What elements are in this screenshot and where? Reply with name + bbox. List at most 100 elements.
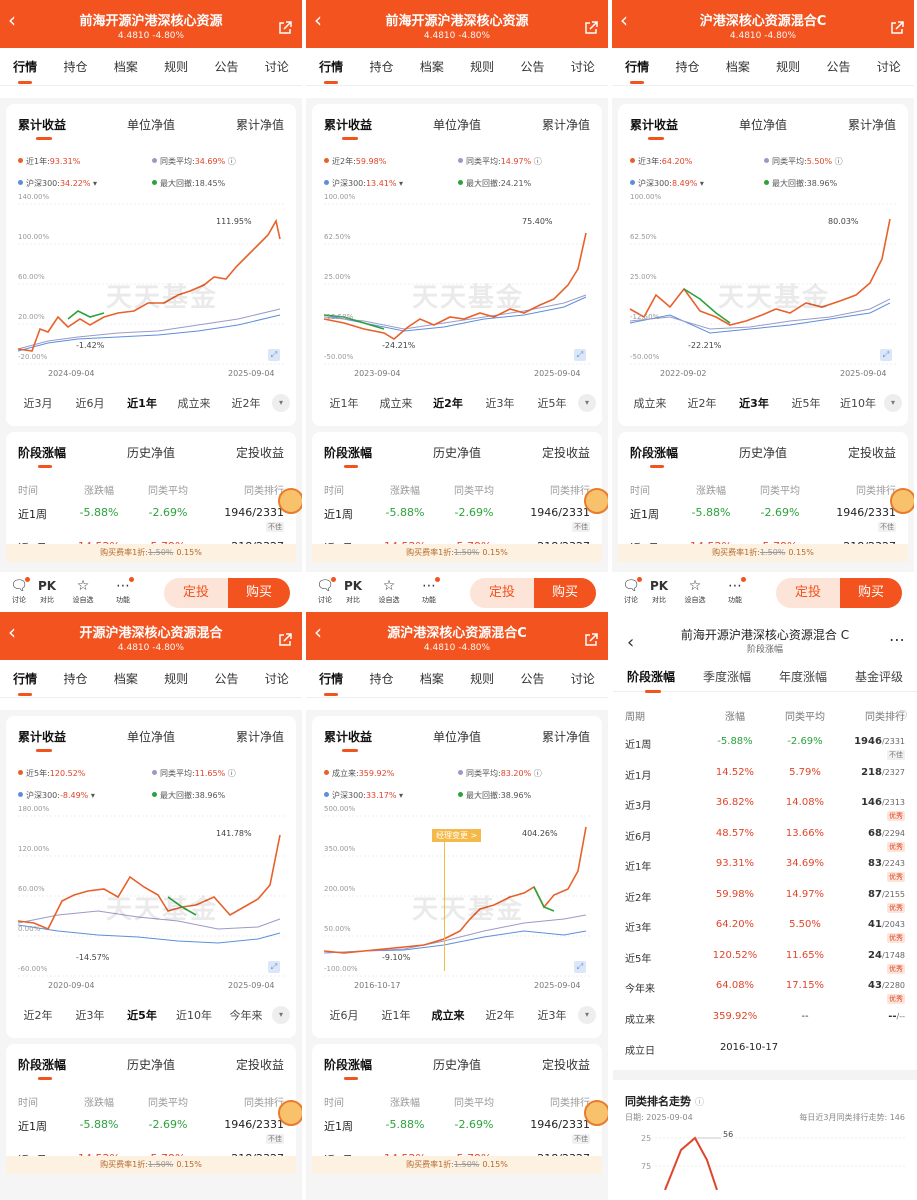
manager-change-label[interactable]: 经理变更 >	[432, 829, 482, 842]
info-icon[interactable]: ⓘ	[832, 157, 843, 166]
info-icon[interactable]: ⓘ	[225, 157, 236, 166]
range-option[interactable]: 近2年	[433, 397, 463, 410]
chart-tab[interactable]: 累计净值	[235, 118, 284, 132]
mascot-icon[interactable]	[278, 488, 302, 514]
range-option[interactable]: 近3年	[537, 1009, 567, 1022]
mascot-icon[interactable]	[278, 1100, 302, 1126]
buy-button[interactable]: 购买	[534, 578, 596, 608]
stage-tab[interactable]: 阶段涨幅	[630, 446, 679, 468]
nav-tab[interactable]: 档案	[419, 60, 444, 74]
discuss-button[interactable]: 🗨 讨论	[312, 577, 338, 605]
nav-tab[interactable]: 行情	[13, 672, 38, 696]
range-option[interactable]: 近3年	[75, 1009, 105, 1022]
range-option[interactable]: 成立来	[431, 1009, 465, 1022]
func-button[interactable]: ⋯ 功能	[722, 577, 748, 605]
range-option[interactable]: 近3月	[23, 397, 53, 410]
fav-button[interactable]: ☆ 设自选	[682, 577, 708, 605]
nav-tab[interactable]: 行情	[319, 60, 344, 84]
legend-hs300[interactable]: 沪深300:-8.49% ▾	[18, 790, 95, 801]
nav-tab[interactable]: 讨论	[876, 60, 901, 74]
range-option[interactable]: 近6月	[329, 1009, 359, 1022]
dingtou-button[interactable]: 定投	[164, 578, 228, 608]
info-icon[interactable]: ⓘ	[531, 769, 542, 778]
nav-tab[interactable]: 讨论	[570, 60, 595, 74]
info-icon[interactable]: ⓘ	[897, 711, 907, 721]
nav-tab[interactable]: 持仓	[63, 60, 88, 74]
chart-tab[interactable]: 单位净值	[432, 730, 481, 744]
range-option[interactable]: 近2年	[231, 397, 261, 410]
detail-tab[interactable]: 阶段涨幅	[626, 670, 675, 693]
nav-tab[interactable]: 持仓	[369, 60, 394, 74]
legend-hs300[interactable]: 沪深300:34.22% ▾	[18, 178, 97, 189]
stage-tab[interactable]: 阶段涨幅	[18, 446, 67, 468]
share-icon[interactable]	[890, 20, 904, 34]
chart-tab[interactable]: 累计收益	[324, 118, 373, 140]
expand-icon[interactable]: ⤢	[574, 961, 586, 973]
nav-tab[interactable]: 持仓	[369, 672, 394, 686]
dingtou-button[interactable]: 定投	[776, 578, 840, 608]
chevron-down-icon[interactable]: ▾	[884, 394, 902, 412]
nav-tab[interactable]: 行情	[13, 60, 38, 84]
range-option[interactable]: 近3年	[739, 397, 769, 410]
range-option[interactable]: 今年来	[229, 1009, 263, 1022]
legend-hs300[interactable]: 沪深300:33.17% ▾	[324, 790, 403, 801]
stage-tab[interactable]: 阶段涨幅	[324, 446, 373, 468]
mascot-icon[interactable]	[584, 488, 608, 514]
back-icon[interactable]: ‹	[314, 8, 322, 32]
dropdown-icon[interactable]: ▾	[88, 791, 95, 800]
nav-tab[interactable]: 讨论	[570, 672, 595, 686]
nav-tab[interactable]: 规则	[776, 60, 801, 74]
discuss-button[interactable]: 🗨 讨论	[6, 577, 32, 605]
buy-button[interactable]: 购买	[840, 578, 902, 608]
expand-icon[interactable]: ⤢	[268, 961, 280, 973]
range-option[interactable]: 近2年	[485, 1009, 515, 1022]
stage-tab[interactable]: 定投收益	[541, 446, 590, 460]
chevron-down-icon[interactable]: ▾	[272, 394, 290, 412]
stage-tab[interactable]: 阶段涨幅	[324, 1058, 373, 1080]
stage-tab[interactable]: 定投收益	[235, 1058, 284, 1072]
return-chart[interactable]: 140.00% 100.00% 60.00% 20.00% -20.00% 2024-09…	[6, 193, 296, 379]
chart-tab[interactable]: 累计收益	[630, 118, 679, 140]
chevron-down-icon[interactable]: ▾	[578, 394, 596, 412]
stage-tab[interactable]: 历史净值	[126, 446, 175, 460]
return-chart[interactable]: 100.00% 62.50% 25.00% -12.50% -50.00% 2023-09…	[312, 193, 602, 379]
chart-tab[interactable]: 累计收益	[18, 118, 67, 140]
detail-tab[interactable]: 基金评级	[854, 670, 903, 684]
nav-tab[interactable]: 行情	[625, 60, 650, 84]
legend-hs300[interactable]: 沪深300:13.41% ▾	[324, 178, 403, 189]
chart-tab[interactable]: 单位净值	[126, 730, 175, 744]
buy-button[interactable]: 购买	[228, 578, 290, 608]
discuss-button[interactable]: 🗨 讨论	[618, 577, 644, 605]
back-icon[interactable]: ‹	[627, 632, 635, 653]
func-button[interactable]: ⋯ 功能	[416, 577, 442, 605]
expand-icon[interactable]: ⤢	[574, 349, 586, 361]
nav-tab[interactable]: 公告	[826, 60, 851, 74]
nav-tab[interactable]: 规则	[470, 60, 495, 74]
range-option[interactable]: 近6月	[75, 397, 105, 410]
chart-tab[interactable]: 累计净值	[847, 118, 896, 132]
mascot-icon[interactable]	[584, 1100, 608, 1126]
nav-tab[interactable]: 行情	[319, 672, 344, 696]
chevron-down-icon[interactable]: ▾	[272, 1006, 290, 1024]
more-icon[interactable]: ⋯	[889, 630, 905, 649]
dropdown-icon[interactable]: ▾	[697, 179, 704, 188]
return-chart[interactable]: 500.00% 350.00% 200.00% 50.00% -100.00% 2016-…	[312, 805, 602, 991]
nav-tab[interactable]: 讨论	[264, 672, 289, 686]
info-icon[interactable]: ⓘ	[695, 1098, 705, 1108]
return-chart[interactable]: 180.00% 120.00% 60.00% 0.00% -60.00% 2020-09-…	[6, 805, 296, 991]
stage-tab[interactable]: 定投收益	[235, 446, 284, 460]
info-icon[interactable]: ⓘ	[531, 157, 542, 166]
return-chart[interactable]: 100.00% 62.50% 25.00% -12.50% -50.00% 2022-09…	[618, 193, 908, 379]
mascot-icon[interactable]	[890, 488, 914, 514]
range-option[interactable]: 近2年	[23, 1009, 53, 1022]
expand-icon[interactable]: ⤢	[880, 349, 892, 361]
pk-button[interactable]: PK 对比	[340, 577, 366, 605]
nav-tab[interactable]: 公告	[520, 672, 545, 686]
nav-tab[interactable]: 档案	[113, 672, 138, 686]
range-option[interactable]: 近1年	[381, 1009, 411, 1022]
range-option[interactable]: 近1年	[329, 397, 359, 410]
range-option[interactable]: 近10年	[840, 397, 876, 410]
chart-tab[interactable]: 累计净值	[541, 118, 590, 132]
rank-trend-chart[interactable]	[655, 1130, 905, 1190]
chart-tab[interactable]: 累计净值	[541, 730, 590, 744]
